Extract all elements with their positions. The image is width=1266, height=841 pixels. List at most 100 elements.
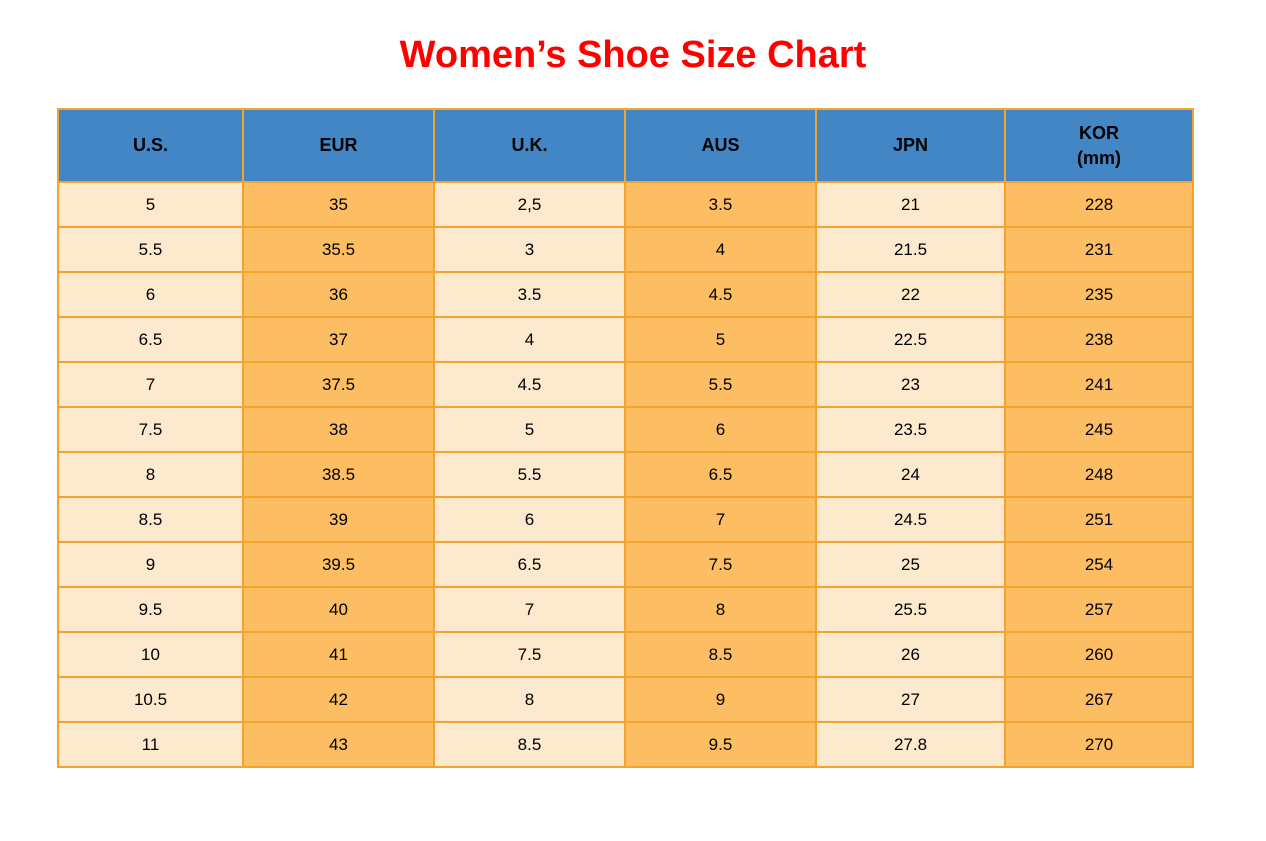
- table-cell: 5: [433, 406, 626, 453]
- size-chart-table: U.S. EUR U.K. AUS JPN KOR (mm) 5 35 2,5 …: [57, 108, 1194, 768]
- table-row: 5 35 2,5 3.5 21 228: [57, 181, 1194, 228]
- table-cell: 5: [57, 181, 244, 228]
- table-cell: 41: [242, 631, 435, 678]
- table-cell: 4.5: [624, 271, 817, 318]
- table-cell: 5.5: [57, 226, 244, 273]
- table-cell: 23: [815, 361, 1006, 408]
- column-header-uk: U.K.: [433, 108, 626, 183]
- table-cell: 40: [242, 586, 435, 633]
- table-cell: 9.5: [624, 721, 817, 768]
- table-cell: 231: [1004, 226, 1194, 273]
- table-row: 11 43 8.5 9.5 27.8 270: [57, 721, 1194, 768]
- table-row: 7.5 38 5 6 23.5 245: [57, 406, 1194, 453]
- page-title: Women’s Shoe Size Chart: [399, 34, 867, 76]
- table-cell: 8.5: [57, 496, 244, 543]
- table-row: 10.5 42 8 9 27 267: [57, 676, 1194, 723]
- table-cell: 11: [57, 721, 244, 768]
- table-cell: 43: [242, 721, 435, 768]
- table-cell: 7.5: [433, 631, 626, 678]
- table-cell: 235: [1004, 271, 1194, 318]
- table-cell: 6: [57, 271, 244, 318]
- table-cell: 37.5: [242, 361, 435, 408]
- table-cell: 4: [624, 226, 817, 273]
- table-cell: 3.5: [433, 271, 626, 318]
- table-cell: 22: [815, 271, 1006, 318]
- table-row: 8 38.5 5.5 6.5 24 248: [57, 451, 1194, 498]
- table-row: 9 39.5 6.5 7.5 25 254: [57, 541, 1194, 588]
- table-cell: 25.5: [815, 586, 1006, 633]
- table-cell: 5: [624, 316, 817, 363]
- table-cell: 9.5: [57, 586, 244, 633]
- table-cell: 6.5: [57, 316, 244, 363]
- column-header-eur: EUR: [242, 108, 435, 183]
- table-cell: 257: [1004, 586, 1194, 633]
- table-cell: 39.5: [242, 541, 435, 588]
- table-cell: 9: [624, 676, 817, 723]
- table-cell: 35.5: [242, 226, 435, 273]
- column-header-us: U.S.: [57, 108, 244, 183]
- table-cell: 248: [1004, 451, 1194, 498]
- table-cell: 21.5: [815, 226, 1006, 273]
- table-body: 5 35 2,5 3.5 21 228 5.5 35.5 3 4 21.5 23…: [57, 181, 1194, 768]
- table-cell: 6.5: [433, 541, 626, 588]
- column-header-label: KOR (mm): [1077, 122, 1121, 168]
- column-header-label: EUR: [319, 135, 358, 155]
- table-cell: 27.8: [815, 721, 1006, 768]
- table-cell: 8: [624, 586, 817, 633]
- table-cell: 37: [242, 316, 435, 363]
- table-cell: 25: [815, 541, 1006, 588]
- table-cell: 5.5: [433, 451, 626, 498]
- table-cell: 21: [815, 181, 1006, 228]
- table-cell: 8: [433, 676, 626, 723]
- table-cell: 38.5: [242, 451, 435, 498]
- table-cell: 7.5: [57, 406, 244, 453]
- table-cell: 7.5: [624, 541, 817, 588]
- table-cell: 6: [624, 406, 817, 453]
- table-cell: 22.5: [815, 316, 1006, 363]
- table-cell: 35: [242, 181, 435, 228]
- table-cell: 4: [433, 316, 626, 363]
- table-cell: 228: [1004, 181, 1194, 228]
- column-header-label: U.S.: [132, 135, 168, 155]
- table-cell: 24.5: [815, 496, 1006, 543]
- table-cell: 42: [242, 676, 435, 723]
- column-header-aus: AUS: [624, 108, 817, 183]
- table-row: 9.5 40 7 8 25.5 257: [57, 586, 1194, 633]
- table-cell: 6: [433, 496, 626, 543]
- table-cell: 241: [1004, 361, 1194, 408]
- table-cell: 260: [1004, 631, 1194, 678]
- table-cell: 26: [815, 631, 1006, 678]
- table-cell: 3.5: [624, 181, 817, 228]
- table-row: 10 41 7.5 8.5 26 260: [57, 631, 1194, 678]
- table-row: 6 36 3.5 4.5 22 235: [57, 271, 1194, 318]
- table-cell: 3: [433, 226, 626, 273]
- table-cell: 8: [57, 451, 244, 498]
- table-cell: 8.5: [624, 631, 817, 678]
- table-cell: 254: [1004, 541, 1194, 588]
- table-cell: 4.5: [433, 361, 626, 408]
- table-row: 8.5 39 6 7 24.5 251: [57, 496, 1194, 543]
- table-cell: 238: [1004, 316, 1194, 363]
- column-header-jpn: JPN: [815, 108, 1006, 183]
- table-cell: 8.5: [433, 721, 626, 768]
- table-cell: 38: [242, 406, 435, 453]
- table-cell: 7: [433, 586, 626, 633]
- table-cell: 7: [57, 361, 244, 408]
- header-row: U.S. EUR U.K. AUS JPN KOR (mm): [57, 108, 1194, 183]
- column-header-kor: KOR (mm): [1004, 108, 1194, 183]
- table-cell: 2,5: [433, 181, 626, 228]
- table-cell: 5.5: [624, 361, 817, 408]
- column-header-label: AUS: [701, 135, 740, 155]
- table-cell: 267: [1004, 676, 1194, 723]
- table-cell: 251: [1004, 496, 1194, 543]
- table-cell: 10: [57, 631, 244, 678]
- table-row: 7 37.5 4.5 5.5 23 241: [57, 361, 1194, 408]
- table-cell: 23.5: [815, 406, 1006, 453]
- table-cell: 6.5: [624, 451, 817, 498]
- table-row: 5.5 35.5 3 4 21.5 231: [57, 226, 1194, 273]
- column-header-label: JPN: [892, 135, 928, 155]
- table-row: 6.5 37 4 5 22.5 238: [57, 316, 1194, 363]
- column-header-label: U.K.: [511, 135, 548, 155]
- table-cell: 36: [242, 271, 435, 318]
- table-cell: 9: [57, 541, 244, 588]
